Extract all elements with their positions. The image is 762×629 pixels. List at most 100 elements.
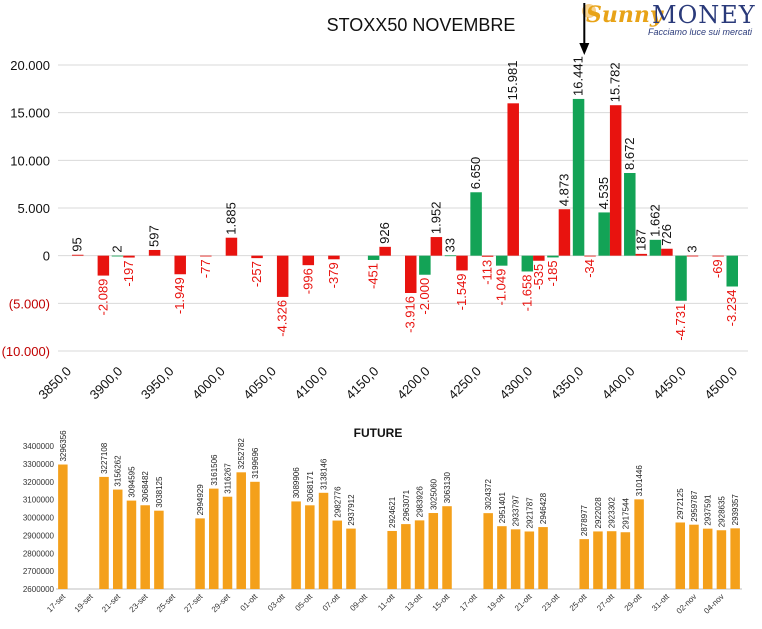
chart2-bar (579, 539, 589, 589)
chart2-title: FUTURE (354, 426, 403, 440)
chart2-bar (442, 506, 452, 589)
chart1-data-label: 8.672 (622, 137, 637, 170)
chart1-bar-red (712, 255, 724, 257)
chart2-x-tick-label: 29-set (210, 592, 233, 615)
chart2-y-tick-label: 3100000 (23, 496, 55, 505)
chart2-bar (702, 528, 713, 589)
chart2-bar (606, 531, 617, 589)
chart1-x-tick-label: 4100,0 (292, 364, 331, 403)
chart2-data-label: 3156262 (114, 455, 123, 487)
chart2-data-label: 2946428 (539, 492, 548, 524)
sun-icon (582, 4, 596, 18)
chart2-data-label: 3068482 (141, 471, 150, 503)
chart2-bar (140, 505, 150, 589)
chart2-bar (620, 532, 631, 589)
chart1-data-label: 16.441 (571, 56, 586, 96)
chart1-bar-red (276, 255, 289, 297)
chart2-bar (414, 520, 425, 589)
chart1-x-tick-label: 4150,0 (343, 364, 382, 403)
chart2-data-label: 2924621 (388, 496, 397, 528)
chart2-x-tick-label: 11-ott (376, 592, 397, 613)
chart2-data-label: 2937591 (704, 494, 713, 526)
strike-arrow-head (579, 43, 590, 55)
chart2-data-label: 3199696 (251, 447, 260, 479)
chart1-bar-red (558, 209, 571, 256)
chart2-data-label: 3024372 (484, 478, 493, 510)
chart1-data-label: -2 (275, 259, 290, 271)
chart1-bar-green (598, 212, 610, 256)
chart1-x-tick-label: 4000,0 (189, 364, 228, 403)
chart1-y-tick-label: (10.000) (2, 344, 50, 359)
chart2-x-tick-label: 25-ott (568, 592, 589, 613)
chart2-data-label: 2963071 (402, 489, 411, 521)
chart2-bar (689, 524, 699, 589)
chart1-x-tick-label: 4200,0 (394, 364, 433, 403)
chart1-bar-red (379, 246, 391, 256)
chart1-data-label: -1.049 (494, 269, 509, 306)
chart1-bar-green (572, 98, 585, 256)
chart2-data-label: 2983926 (416, 486, 425, 518)
chart1-bar-red (225, 237, 238, 256)
chart2-x-tick-label: 31-ott (650, 592, 671, 613)
chart1-data-label: -4.731 (673, 304, 688, 341)
chart2-bar (112, 489, 123, 589)
chart1-bar-green (624, 172, 636, 256)
chart1-data-label: -1.949 (172, 277, 187, 314)
chart2-data-label: 3296356 (59, 430, 68, 462)
chart1-data-label: 2 (109, 245, 124, 252)
chart1-bar-green (726, 255, 738, 287)
chart2-x-tick-label: 04-nov (702, 592, 726, 616)
chart2-data-label: 3161506 (210, 454, 219, 486)
chart2-bar (318, 492, 329, 589)
chart2-bar (428, 513, 439, 589)
chart1-data-label: -1.658 (519, 274, 534, 311)
chart2-bar (593, 531, 603, 589)
logo-sunny-text: Sunny (586, 2, 663, 28)
chart1-bar-green (470, 192, 482, 256)
chart2-bar (716, 530, 727, 589)
chart1-data-label: -2.089 (95, 279, 110, 316)
chart1-data-label: -197 (121, 261, 136, 287)
chart2-x-tick-label: 09-ott (348, 592, 369, 613)
chart1-bar-red (609, 105, 622, 256)
chart2-data-label: 2917544 (621, 498, 630, 530)
chart2-x-tick-label: 23-set (128, 592, 151, 615)
chart1-data-label: -1.549 (454, 273, 469, 310)
chart2-data-label: 3068171 (306, 471, 315, 503)
chart1-data-label: -5 (172, 259, 187, 271)
chart2-bar (538, 527, 548, 589)
chart1-bar-red (507, 103, 519, 256)
chart1-x-tick-label: 3900,0 (87, 364, 126, 403)
chart1-data-label: -257 (249, 261, 264, 287)
chart1-data-label: -113 (480, 260, 495, 285)
chart1-x-tick-label: 4350,0 (548, 364, 587, 403)
chart2-y-tick-label: 2600000 (23, 585, 55, 594)
chart2-bar (195, 518, 205, 589)
chart2-data-label: 2878977 (580, 504, 589, 536)
chart1-bar-green (675, 255, 687, 301)
chart1-bar-red (148, 249, 161, 256)
chart1-data-label: 15.782 (608, 62, 623, 102)
chart1-y-tick-label: 15.000 (10, 106, 50, 121)
chart2-bar (332, 520, 343, 589)
chart2-data-label: 2939357 (731, 494, 740, 526)
chart2-x-tick-label: 15-ott (431, 592, 452, 613)
chart1-bar-red (97, 255, 110, 276)
chart2-bar (209, 488, 219, 589)
chart1-bar-red (661, 248, 673, 256)
chart2-x-tick-label: 19-ott (485, 592, 506, 613)
chart1-bar-red (635, 253, 648, 256)
chart2-y-tick-label: 2800000 (23, 549, 55, 558)
chart2-bar (730, 528, 740, 589)
chart1-y-tick-label: (5.000) (9, 296, 50, 311)
chart1-y-tick-label: 0 (43, 249, 50, 264)
chart2-x-tick-label: 23-ott (540, 592, 561, 613)
chart1-x-tick-label: 4500,0 (701, 364, 740, 403)
chart1-bar-red (430, 237, 443, 256)
chart1-data-label: -69 (710, 259, 725, 278)
chart1-bar-green (444, 255, 457, 257)
chart2-data-label: 2982776 (333, 486, 342, 518)
chart1-bar-green (521, 255, 534, 272)
chart2-x-tick-label: 25-set (155, 592, 178, 615)
chart1-bar-red (481, 255, 494, 257)
